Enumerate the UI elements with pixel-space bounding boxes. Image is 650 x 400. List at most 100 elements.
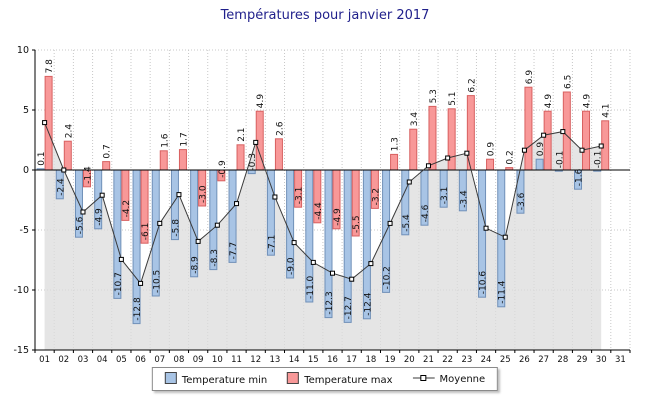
svg-text:-0.1: -0.1 [594, 151, 604, 169]
svg-text:-3.4: -3.4 [459, 190, 469, 208]
svg-text:13: 13 [270, 355, 281, 365]
svg-text:1.3: 1.3 [391, 137, 401, 151]
svg-text:4.9: 4.9 [544, 94, 554, 109]
svg-text:03: 03 [78, 355, 89, 365]
svg-text:0.7: 0.7 [103, 144, 113, 158]
svg-text:27: 27 [538, 355, 549, 365]
svg-text:4.9: 4.9 [256, 94, 266, 109]
svg-text:-8.3: -8.3 [210, 249, 220, 267]
svg-text:-3.6: -3.6 [517, 192, 527, 210]
svg-text:-0.3: -0.3 [248, 153, 258, 171]
svg-text:7.8: 7.8 [45, 59, 55, 74]
svg-text:-6.1: -6.1 [141, 223, 151, 241]
legend-item-max: Temperature max [287, 372, 393, 386]
svg-text:23: 23 [461, 355, 472, 365]
svg-text:-12.7: -12.7 [344, 296, 354, 319]
svg-text:-3.1: -3.1 [440, 187, 450, 205]
svg-text:5.1: 5.1 [448, 91, 458, 105]
svg-text:6.9: 6.9 [525, 70, 535, 85]
svg-text:26: 26 [519, 355, 530, 365]
svg-text:14: 14 [289, 355, 300, 365]
legend-label-max: Temperature max [304, 375, 393, 386]
chart-legend: Temperature min Temperature max Moyenne [151, 367, 499, 391]
svg-text:0.1: 0.1 [37, 151, 47, 165]
svg-text:24: 24 [481, 355, 492, 365]
svg-text:-8.9: -8.9 [191, 256, 201, 274]
chart-title: Températures pour janvier 2017 [220, 8, 430, 23]
svg-text:4.1: 4.1 [602, 103, 612, 117]
svg-text:-10.7: -10.7 [114, 272, 124, 295]
legend-label-min: Temperature min [181, 375, 268, 386]
svg-text:-10.2: -10.2 [383, 266, 393, 289]
svg-text:15: 15 [308, 355, 319, 365]
svg-text:2.1: 2.1 [237, 127, 247, 141]
svg-text:-11.4: -11.4 [498, 280, 508, 304]
legend-item-min: Temperature min [164, 372, 268, 386]
svg-text:28: 28 [557, 355, 568, 365]
svg-text:6.5: 6.5 [563, 75, 573, 89]
svg-text:17: 17 [346, 355, 357, 365]
svg-text:08: 08 [174, 355, 185, 365]
svg-text:4.9: 4.9 [583, 94, 593, 109]
svg-text:-7.1: -7.1 [267, 235, 277, 253]
svg-text:-7.7: -7.7 [229, 242, 239, 260]
svg-text:30: 30 [596, 355, 607, 365]
svg-text:-5.8: -5.8 [171, 219, 181, 237]
svg-text:6.2: 6.2 [467, 78, 477, 92]
svg-text:-12.4: -12.4 [363, 292, 373, 316]
svg-text:0.9: 0.9 [487, 142, 497, 157]
svg-text:-4.9: -4.9 [95, 208, 105, 226]
svg-text:-0.1: -0.1 [555, 151, 565, 169]
svg-text:-3.1: -3.1 [295, 187, 305, 205]
svg-text:20: 20 [404, 355, 415, 365]
svg-text:-10.5: -10.5 [152, 270, 162, 293]
svg-text:-9.0: -9.0 [287, 257, 297, 275]
svg-text:0: 0 [23, 165, 29, 176]
svg-text:-0.9: -0.9 [218, 160, 228, 178]
svg-text:01: 01 [39, 355, 50, 365]
svg-text:-15: -15 [13, 345, 29, 356]
svg-text:-4.9: -4.9 [333, 208, 343, 226]
svg-text:12: 12 [250, 355, 261, 365]
svg-text:-3.2: -3.2 [371, 188, 381, 206]
svg-text:09: 09 [193, 355, 204, 365]
svg-text:-11.0: -11.0 [306, 275, 316, 299]
legend-label-avg: Moyenne [439, 374, 486, 385]
svg-text:04: 04 [97, 355, 108, 365]
svg-text:-10: -10 [13, 285, 29, 296]
svg-text:10: 10 [17, 45, 29, 56]
svg-text:-2.4: -2.4 [56, 178, 66, 196]
svg-text:0.2: 0.2 [506, 150, 516, 164]
svg-text:-5.4: -5.4 [402, 214, 412, 232]
svg-text:21: 21 [423, 355, 434, 365]
svg-text:25: 25 [500, 355, 511, 365]
svg-text:-1.6: -1.6 [575, 168, 585, 186]
svg-text:5: 5 [23, 105, 29, 116]
svg-text:22: 22 [442, 355, 453, 365]
moyenne-marker-icon [412, 375, 435, 381]
legend-item-avg: Moyenne [412, 373, 486, 385]
svg-text:-3.0: -3.0 [199, 185, 209, 203]
svg-text:-12.3: -12.3 [325, 291, 335, 314]
svg-text:-5.6: -5.6 [75, 216, 85, 234]
svg-text:-12.8: -12.8 [133, 297, 143, 321]
svg-text:-10.6: -10.6 [479, 271, 489, 295]
svg-text:5.3: 5.3 [429, 89, 439, 103]
svg-text:1.7: 1.7 [179, 132, 189, 146]
svg-text:-4.4: -4.4 [314, 202, 324, 220]
chart-canvas: 0.1 -2.4 -5.6 -4.9 -10.7 -12.8 -10.5 -5.8 -8.9 -8… [13, 45, 631, 365]
svg-text:0.9: 0.9 [536, 142, 546, 157]
temperature-min-swatch-icon [164, 372, 177, 384]
svg-text:07: 07 [154, 355, 165, 365]
svg-text:10: 10 [212, 355, 223, 365]
svg-text:-1.4: -1.4 [83, 166, 93, 184]
svg-text:1.6: 1.6 [160, 133, 170, 148]
svg-text:16: 16 [327, 355, 338, 365]
temperature-max-swatch-icon [287, 372, 300, 384]
svg-text:05: 05 [116, 355, 127, 365]
svg-text:-5: -5 [20, 225, 29, 236]
svg-text:-4.6: -4.6 [421, 204, 431, 222]
svg-text:02: 02 [58, 355, 69, 365]
svg-text:-4.2: -4.2 [122, 200, 132, 218]
